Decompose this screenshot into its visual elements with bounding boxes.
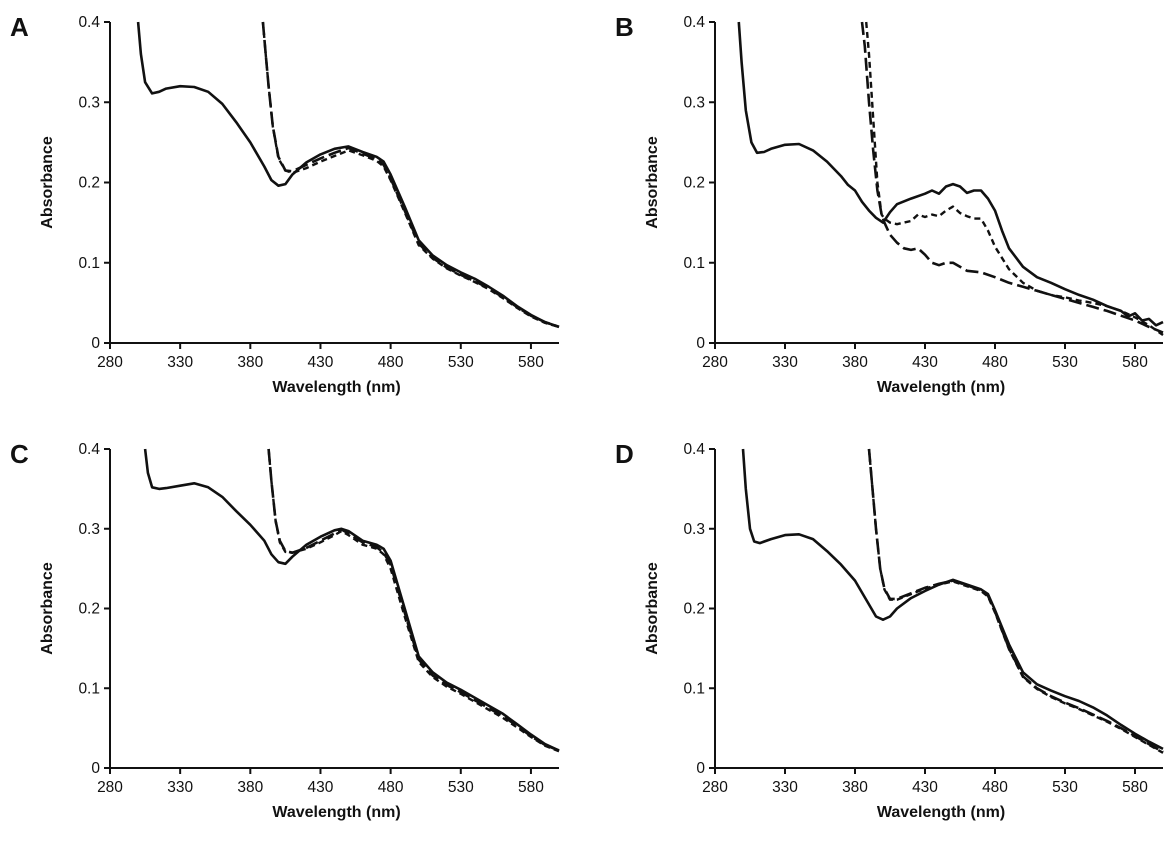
- x-tick-label: 380: [237, 779, 263, 796]
- x-tick-label: 280: [702, 354, 728, 371]
- y-axis-title: Absorbance: [39, 136, 56, 229]
- x-axis-title: Wavelength (nm): [272, 804, 400, 821]
- y-tick-label: 0.4: [683, 14, 705, 31]
- x-tick-label: 430: [308, 779, 334, 796]
- series-short-dash-line: [261, 21, 560, 329]
- x-tick-label: 380: [237, 354, 263, 371]
- series-group: [737, 21, 1164, 336]
- y-tick-label: 0: [696, 760, 705, 777]
- x-tick-label: 330: [167, 354, 193, 371]
- series-short-dash-line: [865, 21, 1164, 336]
- panel-letter: D: [615, 439, 634, 469]
- y-tick-label: 0.1: [78, 680, 100, 697]
- y-axis-title: Absorbance: [644, 562, 661, 655]
- panel-b: B 0 0.1 0.2 0.3 0.4 280 330 380 430 480 530 580 Wavel…: [615, 12, 1164, 396]
- panel-d: D 0 0.1 0.2 0.3 0.4 280 330 380 430 480 530 580 Wavel…: [615, 439, 1164, 821]
- x-tick-label: 480: [378, 354, 404, 371]
- y-tick-label: 0: [91, 335, 100, 352]
- x-tick-label: 330: [167, 779, 193, 796]
- x-tick-label: 430: [912, 779, 938, 796]
- series-long-dash-line: [267, 448, 560, 752]
- y-tick-label: 0.4: [78, 441, 100, 458]
- series-long-dash-line: [867, 448, 1164, 754]
- x-axis-title: Wavelength (nm): [877, 379, 1005, 396]
- x-tick-label: 280: [97, 354, 123, 371]
- x-tick-label: 480: [982, 779, 1008, 796]
- x-tick-label: 330: [772, 354, 798, 371]
- series-short-dash-line: [267, 448, 560, 753]
- x-tick-label: 530: [1052, 779, 1078, 796]
- x-tick-label: 580: [518, 779, 544, 796]
- x-tick-label: 580: [1122, 354, 1148, 371]
- x-tick-label: 580: [1122, 779, 1148, 796]
- series-group: [143, 448, 560, 753]
- series-solid-line: [143, 448, 560, 752]
- panel-letter: C: [10, 439, 29, 469]
- panel-a: A 0 0.1 0.2 0.3 0.4 280 330 380 430 480 530 580 Wavel…: [10, 12, 560, 396]
- series-short-dash-line: [867, 448, 1164, 754]
- y-tick-label: 0.3: [683, 94, 705, 111]
- y-tick-label: 0.2: [78, 601, 100, 618]
- x-axis-title: Wavelength (nm): [877, 804, 1005, 821]
- x-tick-label: 580: [518, 354, 544, 371]
- panel-letter: B: [615, 12, 634, 42]
- x-tick-label: 280: [97, 779, 123, 796]
- series-solid-line: [741, 448, 1164, 751]
- y-tick-label: 0.3: [78, 94, 100, 111]
- y-tick-label: 0.1: [683, 680, 705, 697]
- x-tick-label: 430: [912, 354, 938, 371]
- y-tick-label: 0.4: [683, 441, 705, 458]
- x-tick-label: 530: [1052, 354, 1078, 371]
- series-group: [741, 448, 1164, 754]
- y-tick-label: 0.1: [683, 255, 705, 272]
- x-tick-label: 480: [982, 354, 1008, 371]
- x-tick-label: 430: [308, 354, 334, 371]
- y-tick-label: 0.3: [683, 521, 705, 538]
- x-axis-title: Wavelength (nm): [272, 379, 400, 396]
- y-tick-label: 0.3: [78, 521, 100, 538]
- x-tick-label: 380: [842, 354, 868, 371]
- y-axis-title: Absorbance: [644, 136, 661, 229]
- series-long-dash-line: [860, 21, 1164, 334]
- series-group: [136, 21, 560, 329]
- y-tick-label: 0: [696, 335, 705, 352]
- y-tick-label: 0.1: [78, 255, 100, 272]
- x-tick-label: 530: [448, 354, 474, 371]
- series-long-dash-line: [261, 21, 560, 329]
- y-tick-label: 0.4: [78, 14, 100, 31]
- panel-c: C 0 0.1 0.2 0.3 0.4 280 330 380 430 480 530 580 Wavel…: [10, 439, 560, 821]
- series-solid-line: [737, 21, 1164, 327]
- series-solid-line: [136, 21, 560, 329]
- y-tick-label: 0.2: [683, 175, 705, 192]
- x-tick-label: 280: [702, 779, 728, 796]
- y-tick-label: 0: [91, 760, 100, 777]
- y-axis-title: Absorbance: [39, 562, 56, 655]
- x-tick-label: 330: [772, 779, 798, 796]
- y-tick-label: 0.2: [78, 175, 100, 192]
- x-tick-label: 380: [842, 779, 868, 796]
- x-tick-label: 530: [448, 779, 474, 796]
- y-tick-label: 0.2: [683, 601, 705, 618]
- x-tick-label: 480: [378, 779, 404, 796]
- panel-letter: A: [10, 12, 29, 42]
